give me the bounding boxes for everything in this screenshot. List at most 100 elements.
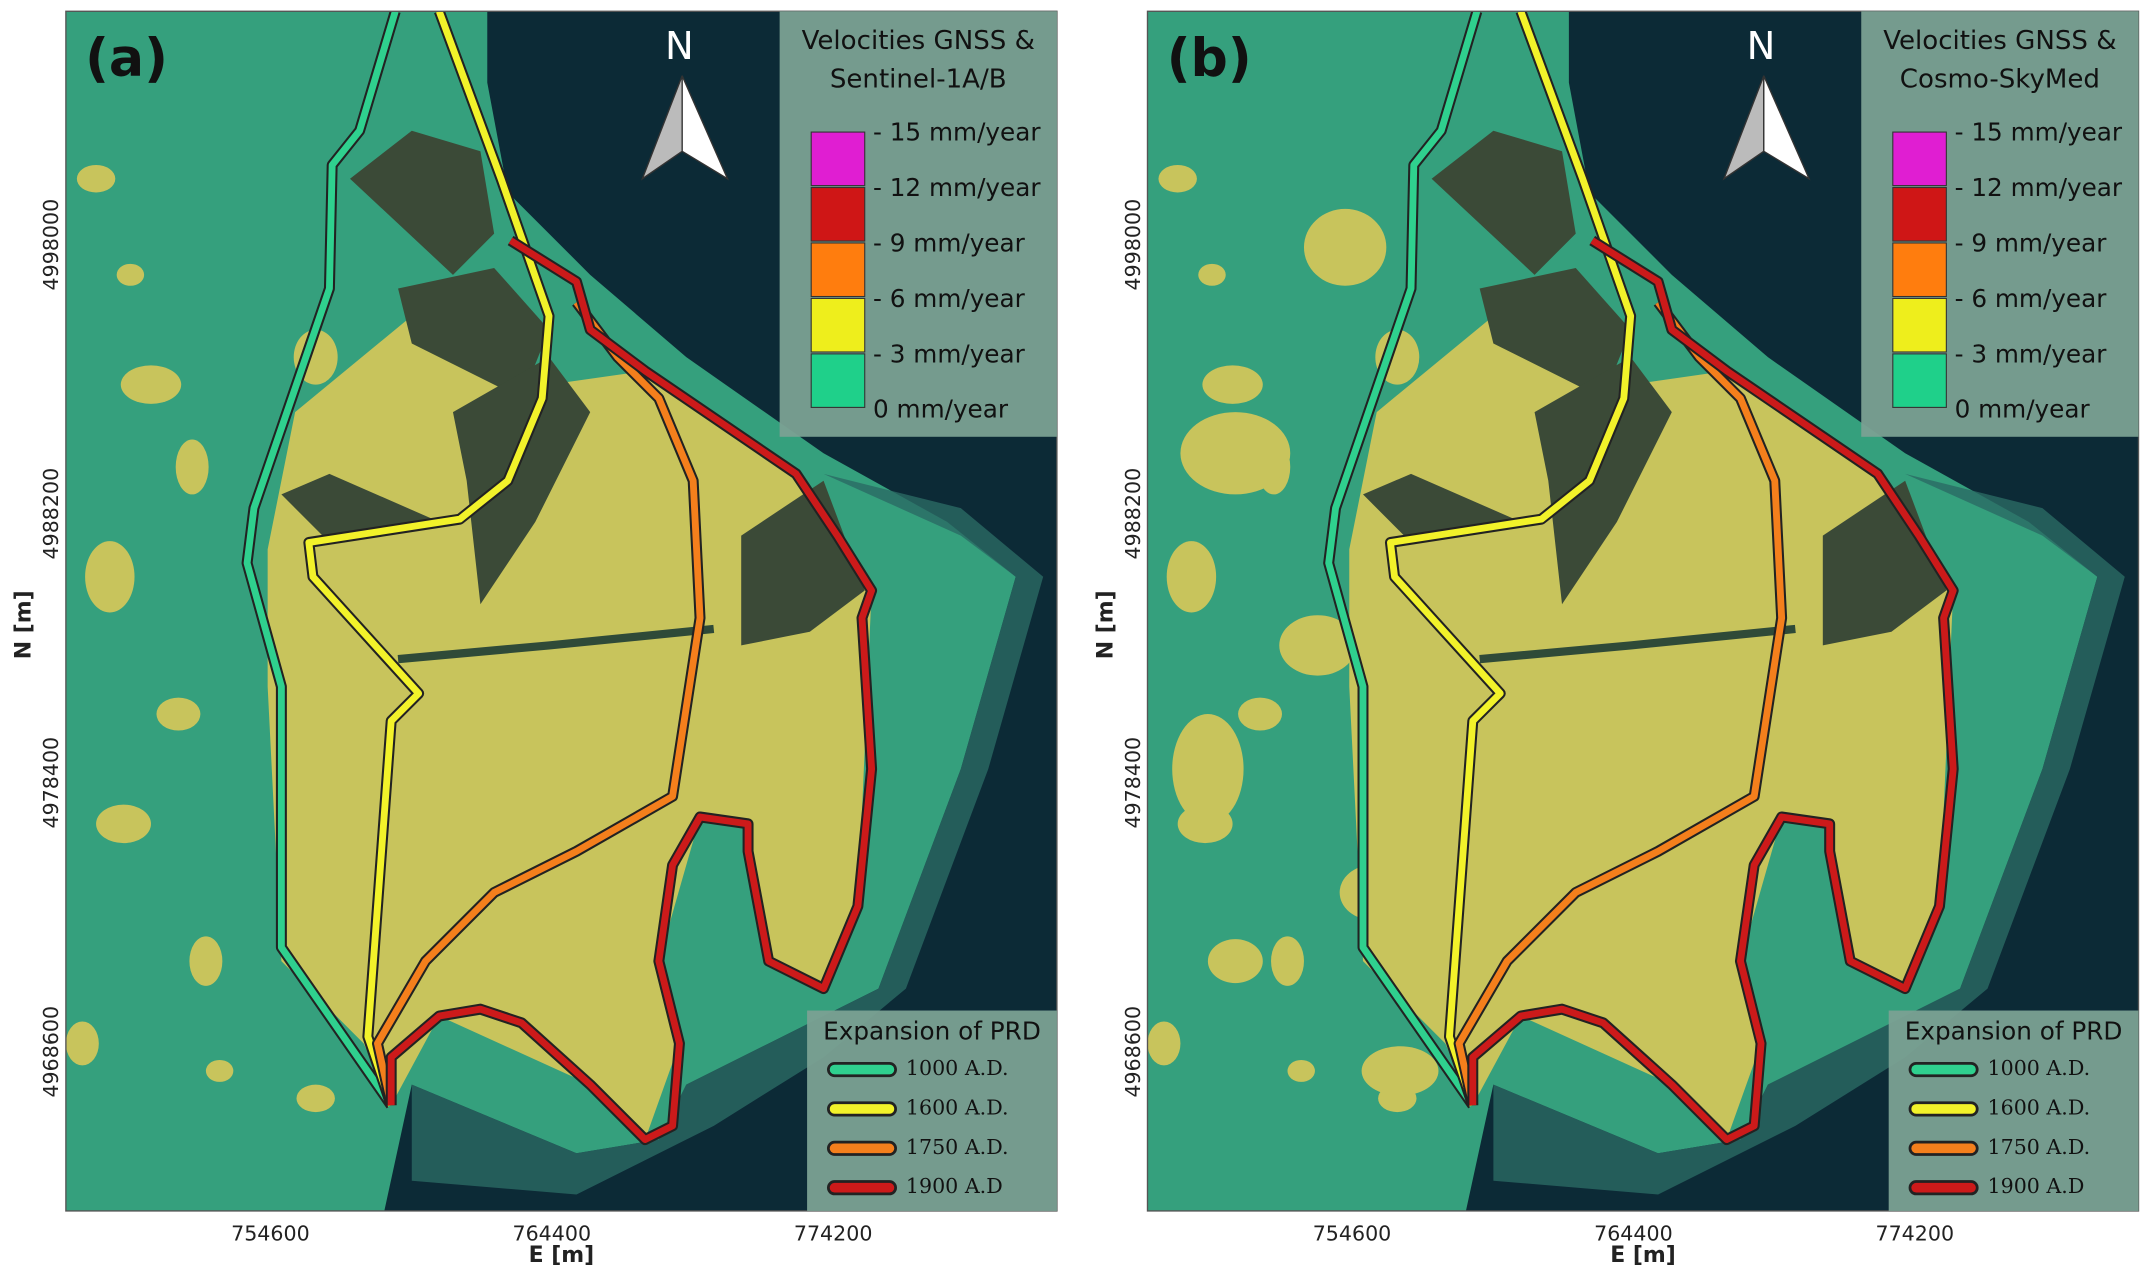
panel-label: (a) <box>85 29 168 89</box>
shallows <box>1493 473 2125 1195</box>
patch <box>65 1021 99 1066</box>
expansion-entry-label: 1000 A.D. <box>906 1056 1009 1080</box>
route <box>305 11 553 1107</box>
x-tick-label: 764400 <box>513 1221 592 1245</box>
route <box>1469 237 1957 1143</box>
expansion-legend-title: Expansion of PRD <box>1905 1016 2123 1045</box>
north-label: N <box>1747 24 1776 69</box>
y-axis-label: N [m] <box>12 590 37 659</box>
velocity-class-label: - 3 mm/year <box>873 339 1026 368</box>
x-tick-label: 754600 <box>231 1221 310 1245</box>
velocity-legend-title: Velocities GNSS & <box>1883 26 2116 56</box>
y-tick-label: 4978400 <box>39 737 63 829</box>
north-arrow-right <box>1763 75 1811 181</box>
island <box>1431 130 1576 275</box>
x-axis-label: E [m] <box>529 1243 595 1268</box>
patch <box>1279 615 1357 676</box>
y-tick-label: 4998000 <box>1121 199 1145 291</box>
map-frame <box>1146 10 2140 1212</box>
map-frame <box>65 10 1058 1212</box>
velocity-class-label: - 12 mm/year <box>1955 173 2123 202</box>
channel <box>397 624 715 664</box>
velocity-swatch <box>810 353 866 408</box>
velocity-swatch <box>810 186 866 242</box>
patch <box>296 1084 335 1113</box>
velocity-class-label: - 9 mm/year <box>873 228 1026 257</box>
north-arrow-right <box>681 75 729 181</box>
x-tick-label: 774200 <box>794 1221 873 1245</box>
patch <box>1180 412 1291 495</box>
velocity-swatch <box>1892 186 1947 242</box>
velocity-class-label: - 12 mm/year <box>873 173 1041 202</box>
expansion-entry-label: 1900 A.D <box>906 1174 1003 1198</box>
patch <box>1361 1046 1439 1096</box>
velocity-class-label: - 6 mm/year <box>1955 284 2108 313</box>
patch <box>1147 1021 1181 1066</box>
route <box>1325 11 1481 1108</box>
x-tick-label: 754600 <box>1313 1221 1392 1245</box>
velocity-swatch <box>810 242 866 298</box>
patch <box>76 165 116 193</box>
patch <box>1287 1059 1315 1082</box>
y-tick-label: 4968600 <box>1121 1006 1145 1098</box>
patch <box>1158 165 1197 193</box>
patch <box>205 1059 234 1082</box>
velocity-legend-title: Cosmo-SkyMed <box>1900 64 2100 94</box>
north-label: N <box>665 24 694 69</box>
island <box>398 267 550 399</box>
patch <box>85 541 135 613</box>
velocity-legend-title: Velocities GNSS & <box>802 26 1035 56</box>
patch <box>96 804 151 844</box>
y-axis-label: N [m] <box>1093 590 1118 659</box>
patch <box>175 439 209 495</box>
route <box>243 11 399 1108</box>
panel-label: (b) <box>1167 29 1252 89</box>
island <box>350 130 495 275</box>
patch <box>1198 263 1226 286</box>
route <box>1387 11 1635 1107</box>
y-tick-label: 4968600 <box>39 1006 63 1098</box>
expansion-entry-label: 1750 A.D. <box>906 1135 1009 1159</box>
velocity-class-label: - 9 mm/year <box>1955 228 2108 257</box>
y-tick-label: 4978400 <box>1121 737 1145 829</box>
island <box>1534 357 1672 605</box>
expansion-entry-label: 1900 A.D <box>1988 1174 2085 1198</box>
velocity-class-label: 0 mm/year <box>873 395 1009 424</box>
x-tick-label: 774200 <box>1875 1221 1954 1245</box>
velocity-swatch <box>810 297 866 353</box>
velocity-swatch <box>1892 242 1947 298</box>
island <box>452 357 591 605</box>
y-tick-label: 4988200 <box>1121 468 1145 560</box>
patch <box>1303 208 1387 286</box>
patch <box>1172 714 1244 824</box>
x-axis-label: E [m] <box>1610 1243 1676 1268</box>
panel: (a) N Velocities GNSS & Sentinel-1A/B - 15 m… <box>12 10 1058 1268</box>
patch <box>1238 697 1283 731</box>
route <box>1455 300 1786 1106</box>
velocity-class-label: - 3 mm/year <box>1955 339 2108 368</box>
patch <box>189 936 223 986</box>
patch <box>156 697 201 731</box>
velocity-swatch <box>1892 297 1947 353</box>
velocity-swatch <box>1892 353 1947 408</box>
patch <box>1166 541 1217 613</box>
island <box>1479 267 1631 399</box>
velocity-class-label: 0 mm/year <box>1955 395 2091 424</box>
expansion-entry-label: 1750 A.D. <box>1988 1135 2091 1159</box>
route <box>387 237 876 1143</box>
patch <box>1202 365 1263 404</box>
patch <box>116 263 145 286</box>
panel: (b) N Velocities GNSS & Cosmo-SkyMed - 15 mm… <box>1093 10 2140 1268</box>
velocity-class-label: - 15 mm/year <box>1955 117 2123 146</box>
patch <box>120 365 182 404</box>
velocity-swatch <box>1892 131 1947 187</box>
channel <box>1479 624 1796 664</box>
y-tick-label: 4998000 <box>39 199 63 291</box>
route <box>374 300 704 1106</box>
velocity-legend-title: Sentinel-1A/B <box>830 64 1007 94</box>
y-tick-label: 4988200 <box>39 468 63 560</box>
velocity-class-label: - 15 mm/year <box>873 117 1041 146</box>
expansion-entry-label: 1600 A.D. <box>1988 1095 2091 1119</box>
